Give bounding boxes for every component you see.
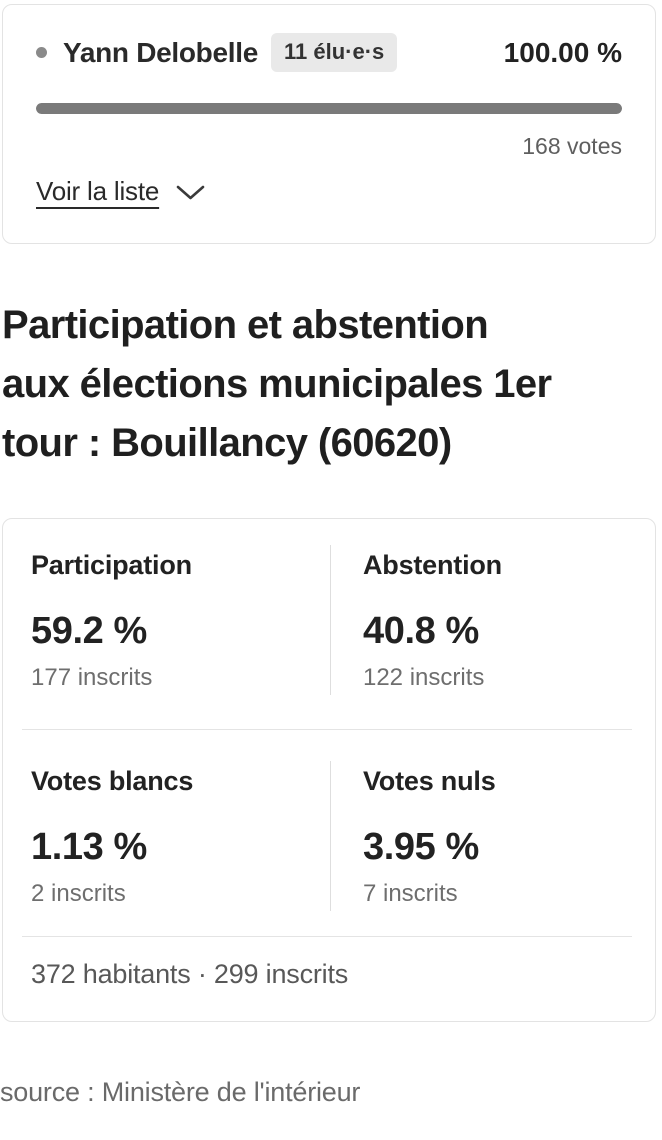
elected-count-badge: 11 élu·e·s [270, 33, 398, 72]
candidate-result-card: Yann Delobelle 11 élu·e·s 100.00 % 168 v… [2, 4, 656, 244]
vertical-divider [330, 545, 331, 695]
page-title-line3: tour : Bouillancy (60620) [2, 421, 452, 465]
commune-summary: 372 habitants · 299 inscrits [31, 959, 349, 989]
chevron-down-icon [174, 182, 207, 207]
vertical-divider [330, 761, 331, 911]
candidate-color-dot-icon [36, 47, 47, 58]
stat-sub: 122 inscrits [362, 664, 485, 691]
stat-label: Participation [31, 550, 192, 580]
stat-sub: 2 inscrits [31, 880, 126, 907]
data-source-note: source : Ministère de l'intérieur [0, 1077, 361, 1107]
stat-value: 1.13 % [31, 826, 147, 868]
vote-share-progress-track [36, 103, 622, 114]
candidate-name: Yann Delobelle [63, 36, 258, 68]
stat-value: 59.2 % [31, 610, 147, 652]
page-title: Participation et abstention aux élection… [2, 296, 656, 473]
stats-row-1: Participation 59.2 % 177 inscrits Absten… [3, 545, 655, 695]
votes-count: 168 votes [522, 133, 622, 159]
horizontal-divider [22, 729, 632, 730]
stat-sub: 177 inscrits [31, 664, 153, 691]
horizontal-divider [22, 936, 632, 937]
participation-stats-card: Participation 59.2 % 177 inscrits Absten… [2, 518, 656, 1022]
result-header-row: Yann Delobelle 11 élu·e·s 100.00 % [36, 33, 622, 72]
stat-value: 3.95 % [362, 826, 479, 868]
stat-label: Votes nuls [362, 766, 496, 796]
page-title-line2: aux élections municipales 1er [2, 362, 552, 406]
stat-label: Votes blancs [31, 766, 194, 796]
stat-sub: 7 inscrits [362, 880, 458, 907]
stat-cell-abstention: Abstention 40.8 % 122 inscrits [329, 550, 655, 692]
stat-cell-votes-nuls: Votes nuls 3.95 % 7 inscrits [329, 766, 655, 908]
stat-value: 40.8 % [362, 610, 479, 652]
stat-cell-votes-blancs: Votes blancs 1.13 % 2 inscrits [3, 766, 329, 908]
result-percentage: 100.00 % [503, 36, 622, 68]
vote-share-progress-fill [36, 103, 622, 114]
stats-row-2: Votes blancs 1.13 % 2 inscrits Votes nul… [3, 761, 655, 911]
page-title-line1: Participation et abstention [2, 303, 489, 347]
stat-cell-participation: Participation 59.2 % 177 inscrits [3, 550, 329, 692]
see-list-label: Voir la liste [36, 176, 160, 206]
stat-label: Abstention [362, 550, 502, 580]
election-results-page: Yann Delobelle 11 élu·e·s 100.00 % 168 v… [0, 4, 662, 1140]
see-list-toggle[interactable]: Voir la liste [36, 176, 207, 207]
